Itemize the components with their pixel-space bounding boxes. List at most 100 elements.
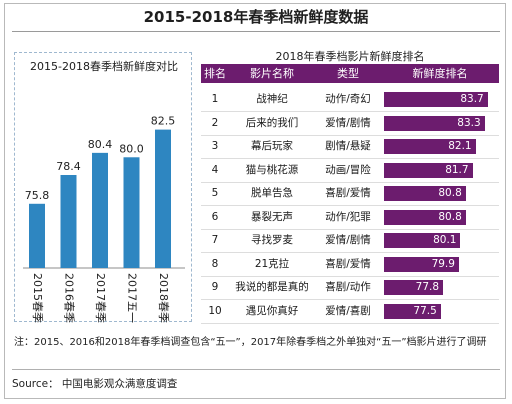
bar-4	[155, 129, 171, 268]
category-label-2: 2017春季档	[94, 273, 108, 323]
footnote-divider	[12, 369, 500, 370]
freshness-value: 81.7	[445, 163, 469, 176]
row-divider	[201, 181, 499, 183]
bar-chart-svg: 75.8 2015春季档 78.4 2016春季档 80.4 2017春季档 80.0 201…	[23, 115, 185, 323]
cell-genre: 动作/奇幻	[325, 93, 371, 105]
bar-value-label-0: 75.8	[25, 189, 50, 202]
category-label-3: 2017五一档	[126, 273, 140, 323]
freshness-value: 83.7	[460, 93, 484, 105]
freshness-bar	[384, 92, 488, 107]
freshness-value: 77.5	[413, 304, 437, 317]
cell-name: 我说的都是真的	[235, 281, 309, 293]
bar-value-label-1: 78.4	[56, 160, 81, 173]
cell-rank: 10	[208, 304, 222, 317]
row-divider	[201, 111, 499, 112]
table-row: 5 脱单告急 喜剧/爱情 80.8	[201, 182, 499, 206]
cell-rank: 1	[211, 93, 219, 105]
table-title: 2018年春季档影片新鲜度排名	[275, 50, 425, 63]
source-line: Source： 中国电影观众满意度调查	[12, 378, 178, 390]
row-divider	[201, 299, 499, 300]
freshness-bar	[384, 303, 441, 319]
cell-genre: 喜剧/爱情	[325, 257, 371, 270]
freshness-bar	[384, 209, 466, 225]
cell-genre: 动作/犯罪	[325, 210, 371, 223]
cell-rank: 2	[211, 116, 219, 129]
cell-genre: 动画/冒险	[325, 163, 371, 176]
freshness-bar	[384, 162, 473, 178]
freshness-value: 82.1	[448, 140, 472, 152]
freshness-bar	[384, 233, 461, 248]
chart-frame	[4, 3, 506, 399]
bar-0	[29, 203, 45, 268]
table-row: 2 后来的我们 爱情/剧情 83.3	[201, 112, 499, 136]
freshness-bar	[384, 115, 485, 131]
bar-2	[92, 152, 108, 268]
footnote: 注：2015、2016和2018年春季档调查包含“五一”，2017年除春季档之外…	[14, 337, 487, 348]
cell-name: 遇见你真好	[245, 304, 299, 317]
cell-rank: 3	[211, 140, 219, 152]
header-name: 影片名称	[250, 67, 294, 80]
table-row: 1 战神纪 动作/奇幻 83.7	[201, 88, 499, 112]
freshness-value: 79.9	[431, 257, 455, 270]
row-divider	[201, 275, 499, 277]
freshness-value: 77.8	[415, 281, 440, 293]
cell-name: 21克拉	[254, 257, 290, 270]
table-row: 6 暴裂无声 动作/犯罪 80.8	[201, 206, 499, 230]
cell-name: 战神纪	[256, 93, 288, 105]
bar-3	[123, 157, 140, 268]
freshness-bar	[384, 256, 459, 272]
bar-1	[60, 175, 77, 268]
category-label-4: 2018春季档	[157, 273, 171, 323]
row-divider	[201, 158, 499, 159]
cell-genre: 爱情/剧情	[325, 116, 371, 129]
header-rank: 排名	[204, 67, 226, 80]
table-row: 3 幕后玩家 剧情/悬疑 82.1	[201, 135, 499, 159]
cell-genre: 爱情/剧情	[325, 234, 371, 246]
cell-name: 暴裂无声	[251, 210, 293, 223]
bar-value-label-4: 82.5	[151, 115, 176, 128]
cell-rank: 9	[211, 281, 219, 293]
row-divider	[201, 228, 499, 230]
cell-name: 后来的我们	[245, 116, 299, 129]
table-row: 8 21克拉 喜剧/爱情 79.9	[201, 253, 499, 277]
table-row: 10 遇见你真好 爱情/喜剧 77.5	[201, 300, 499, 324]
cell-genre: 剧情/悬疑	[325, 140, 371, 152]
bar-value-label-2: 80.4	[88, 138, 113, 151]
table-row: 4 猫与桃花源 动画/冒险 81.7	[201, 159, 499, 183]
cell-rank: 4	[211, 163, 219, 176]
cell-rank: 7	[211, 234, 219, 246]
title-divider	[12, 31, 500, 32]
bar-value-label-3: 80.0	[119, 142, 144, 155]
row-divider	[201, 322, 499, 324]
freshness-bar	[384, 186, 466, 201]
table-row: 7 寻找罗麦 爱情/剧情 80.1	[201, 229, 499, 253]
row-divider	[201, 252, 499, 253]
cell-name: 猫与桃花源	[245, 163, 299, 176]
cell-rank: 5	[211, 187, 219, 199]
category-label-1: 2016春季档	[63, 273, 77, 323]
freshness-bar	[384, 280, 444, 295]
table-header: 排名 影片名称 类型 新鲜度排名	[201, 64, 499, 83]
cell-rank: 6	[211, 210, 219, 223]
cell-name: 脱单告急	[251, 187, 293, 199]
cell-genre: 喜剧/动作	[325, 281, 371, 293]
bar-chart-title: 2015-2018春季档新鲜度对比	[30, 60, 178, 73]
cell-name: 寻找罗麦	[251, 234, 293, 246]
category-label-0: 2015春季档	[31, 273, 45, 323]
header-freshness: 新鲜度排名	[412, 67, 468, 80]
bar-chart-panel: 2015-2018春季档新鲜度对比 75.8 2015春季档 78.4 2016春季档…	[14, 52, 192, 323]
cell-genre: 爱情/喜剧	[325, 304, 371, 317]
freshness-value: 80.8	[438, 210, 462, 223]
freshness-value: 80.1	[433, 234, 457, 246]
cell-name: 幕后玩家	[251, 140, 293, 152]
cell-rank: 8	[211, 257, 219, 270]
row-divider	[201, 205, 499, 206]
header-genre: 类型	[337, 67, 359, 80]
cell-genre: 喜剧/爱情	[325, 187, 371, 199]
freshness-value: 80.8	[438, 187, 462, 199]
page-title: 2015-2018年春季档新鲜度数据	[143, 8, 369, 26]
table-row: 9 我说的都是真的 喜剧/动作 77.8	[201, 276, 499, 300]
freshness-value: 83.3	[457, 116, 481, 129]
row-divider	[201, 134, 499, 136]
freshness-bar	[384, 139, 476, 154]
